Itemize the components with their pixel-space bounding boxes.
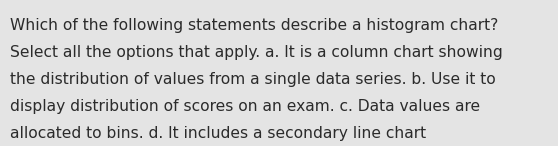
- Text: allocated to bins. d. It includes a secondary line chart: allocated to bins. d. It includes a seco…: [10, 126, 426, 141]
- Text: Which of the following statements describe a histogram chart?: Which of the following statements descri…: [10, 18, 498, 33]
- Text: display distribution of scores on an exam. c. Data values are: display distribution of scores on an exa…: [10, 99, 480, 114]
- Text: the distribution of values from a single data series. b. Use it to: the distribution of values from a single…: [10, 72, 496, 87]
- Text: Select all the options that apply. a. It is a column chart showing: Select all the options that apply. a. It…: [10, 45, 503, 60]
